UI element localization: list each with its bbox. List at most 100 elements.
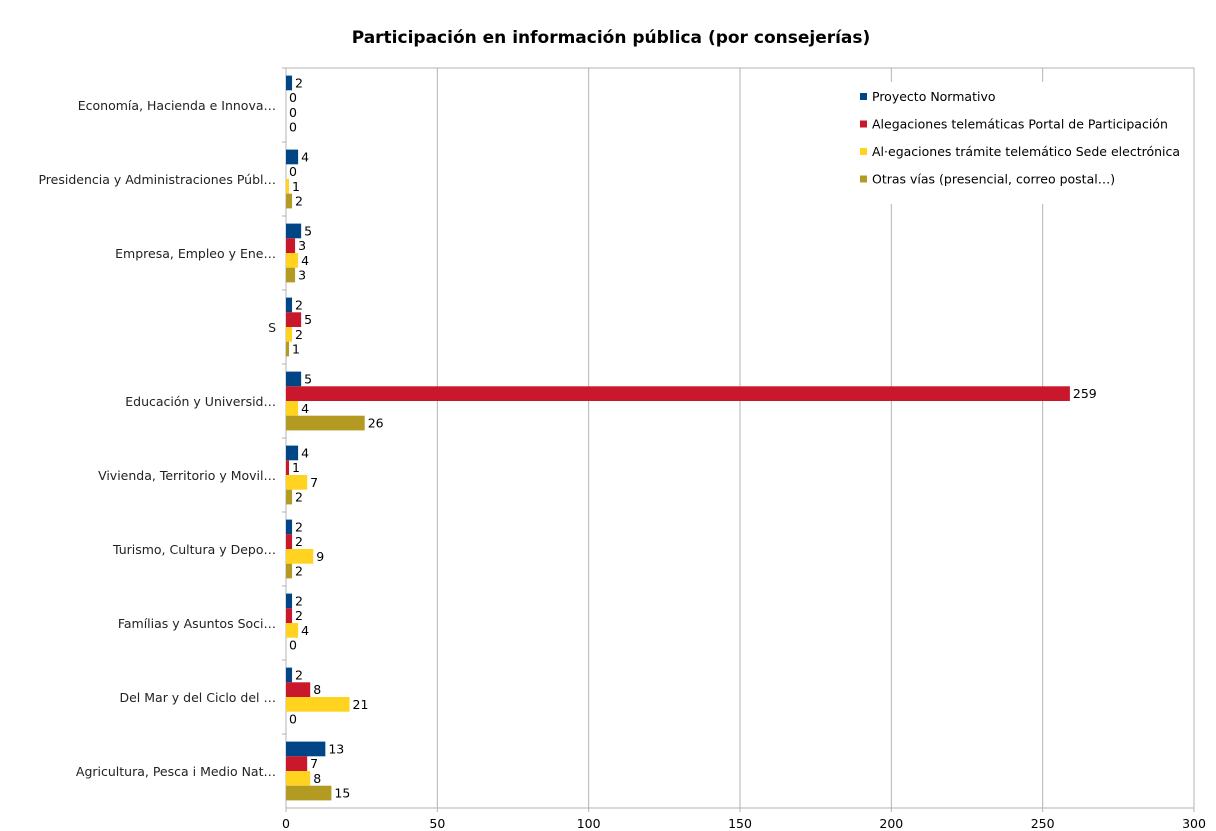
bar — [286, 445, 299, 461]
bar — [286, 371, 302, 387]
bar — [286, 238, 296, 253]
bar — [286, 489, 293, 505]
bar — [286, 667, 293, 683]
data-label: 3 — [298, 268, 306, 283]
category-label: Economía, Hacienda e Innova… — [78, 98, 276, 113]
bars — [286, 75, 1070, 801]
data-label: 9 — [316, 549, 324, 564]
legend: Proyecto Normativo Alegaciones telemática… — [846, 82, 1180, 204]
x-tick-label: 200 — [879, 816, 903, 831]
data-label: 259 — [1073, 386, 1097, 401]
category-label: Famílias y Asuntos Soci… — [118, 616, 276, 631]
category-label: Educación y Universid… — [125, 394, 276, 409]
legend-label: Al·egaciones trámite telemático Sede ele… — [872, 144, 1180, 159]
data-label: 2 — [295, 667, 303, 682]
data-label: 5 — [304, 223, 312, 238]
bar — [286, 563, 293, 579]
bar — [286, 785, 332, 801]
bar — [286, 771, 311, 786]
data-label: 8 — [313, 771, 321, 786]
category-labels: Economía, Hacienda e Innova… Presidencia … — [38, 98, 276, 779]
data-label: 1 — [292, 179, 300, 194]
data-label: 15 — [334, 786, 350, 801]
x-tick-label: 50 — [429, 816, 445, 831]
bar — [286, 341, 290, 357]
legend-swatch — [860, 148, 867, 155]
category-label: Turismo, Cultura y Depo… — [112, 542, 276, 557]
category-label: Vivienda, Territorio y Movil… — [98, 468, 276, 483]
bar — [286, 297, 293, 313]
x-tick-label: 150 — [728, 816, 752, 831]
bar — [286, 179, 290, 194]
category-label: Del Mar y del Ciclo del … — [119, 690, 276, 705]
data-label: 4 — [301, 149, 309, 164]
bar — [286, 327, 293, 342]
legend-swatch — [860, 175, 867, 183]
bar — [286, 149, 299, 165]
data-label: 0 — [289, 712, 297, 727]
x-tick-label: 0 — [282, 816, 290, 831]
bar — [286, 593, 293, 609]
x-tick-label: 250 — [1031, 816, 1055, 831]
category-label: Agricultura, Pesca i Medio Nat… — [76, 764, 276, 779]
data-label: 0 — [289, 120, 297, 135]
data-label: 2 — [295, 297, 303, 312]
category-label: Empresa, Empleo y Ene… — [115, 246, 276, 261]
bar — [286, 519, 293, 535]
bar — [286, 460, 290, 475]
bar — [286, 741, 326, 757]
data-label: 2 — [295, 593, 303, 608]
data-label: 2 — [295, 534, 303, 549]
chart-title: Participación en información pública (po… — [351, 28, 871, 48]
x-tick-label: 100 — [577, 816, 601, 831]
data-label: 0 — [289, 164, 297, 179]
data-label: 2 — [295, 194, 303, 209]
data-label: 0 — [289, 638, 297, 653]
bar — [286, 75, 293, 91]
data-label: 5 — [304, 371, 312, 386]
legend-label: Proyecto Normativo — [872, 89, 996, 104]
data-label: 3 — [298, 238, 306, 253]
data-label: 13 — [328, 741, 344, 756]
bar — [286, 623, 299, 638]
bar — [286, 253, 299, 268]
data-label: 1 — [292, 342, 300, 357]
data-label: 21 — [353, 697, 369, 712]
bar — [286, 475, 308, 490]
bar — [286, 223, 302, 239]
bar — [286, 608, 293, 623]
data-label: 7 — [310, 756, 318, 771]
data-label: 1 — [292, 460, 300, 475]
data-label: 2 — [295, 327, 303, 342]
legend-swatch — [860, 120, 867, 128]
legend-label: Otras vías (presencial, correo postal…) — [872, 172, 1115, 187]
data-label: 4 — [301, 401, 309, 416]
data-label: 26 — [368, 416, 384, 431]
data-label: 8 — [313, 682, 321, 697]
bar — [286, 682, 311, 697]
bar — [286, 756, 308, 771]
data-label: 0 — [289, 90, 297, 105]
data-label: 2 — [295, 564, 303, 579]
value-labels: 2000401253432521525942641722292224028210… — [289, 75, 1097, 800]
data-label: 7 — [310, 475, 318, 490]
bar — [286, 193, 293, 209]
bar — [286, 697, 350, 712]
bar — [286, 549, 314, 564]
bar — [286, 534, 293, 549]
data-label: 4 — [301, 623, 309, 638]
bar — [286, 386, 1070, 401]
data-label: 2 — [295, 490, 303, 505]
legend-label: Alegaciones telemáticas Portal de Partic… — [872, 117, 1168, 132]
category-label: S — [268, 320, 276, 335]
x-tick-label: 300 — [1182, 816, 1206, 831]
bar — [286, 401, 299, 416]
data-label: 0 — [289, 105, 297, 120]
data-label: 4 — [301, 253, 309, 268]
bar — [286, 312, 302, 327]
data-label: 5 — [304, 312, 312, 327]
category-label: Presidencia y Administraciones Públ… — [38, 172, 276, 187]
data-label: 2 — [295, 608, 303, 623]
legend-swatch — [860, 93, 867, 100]
